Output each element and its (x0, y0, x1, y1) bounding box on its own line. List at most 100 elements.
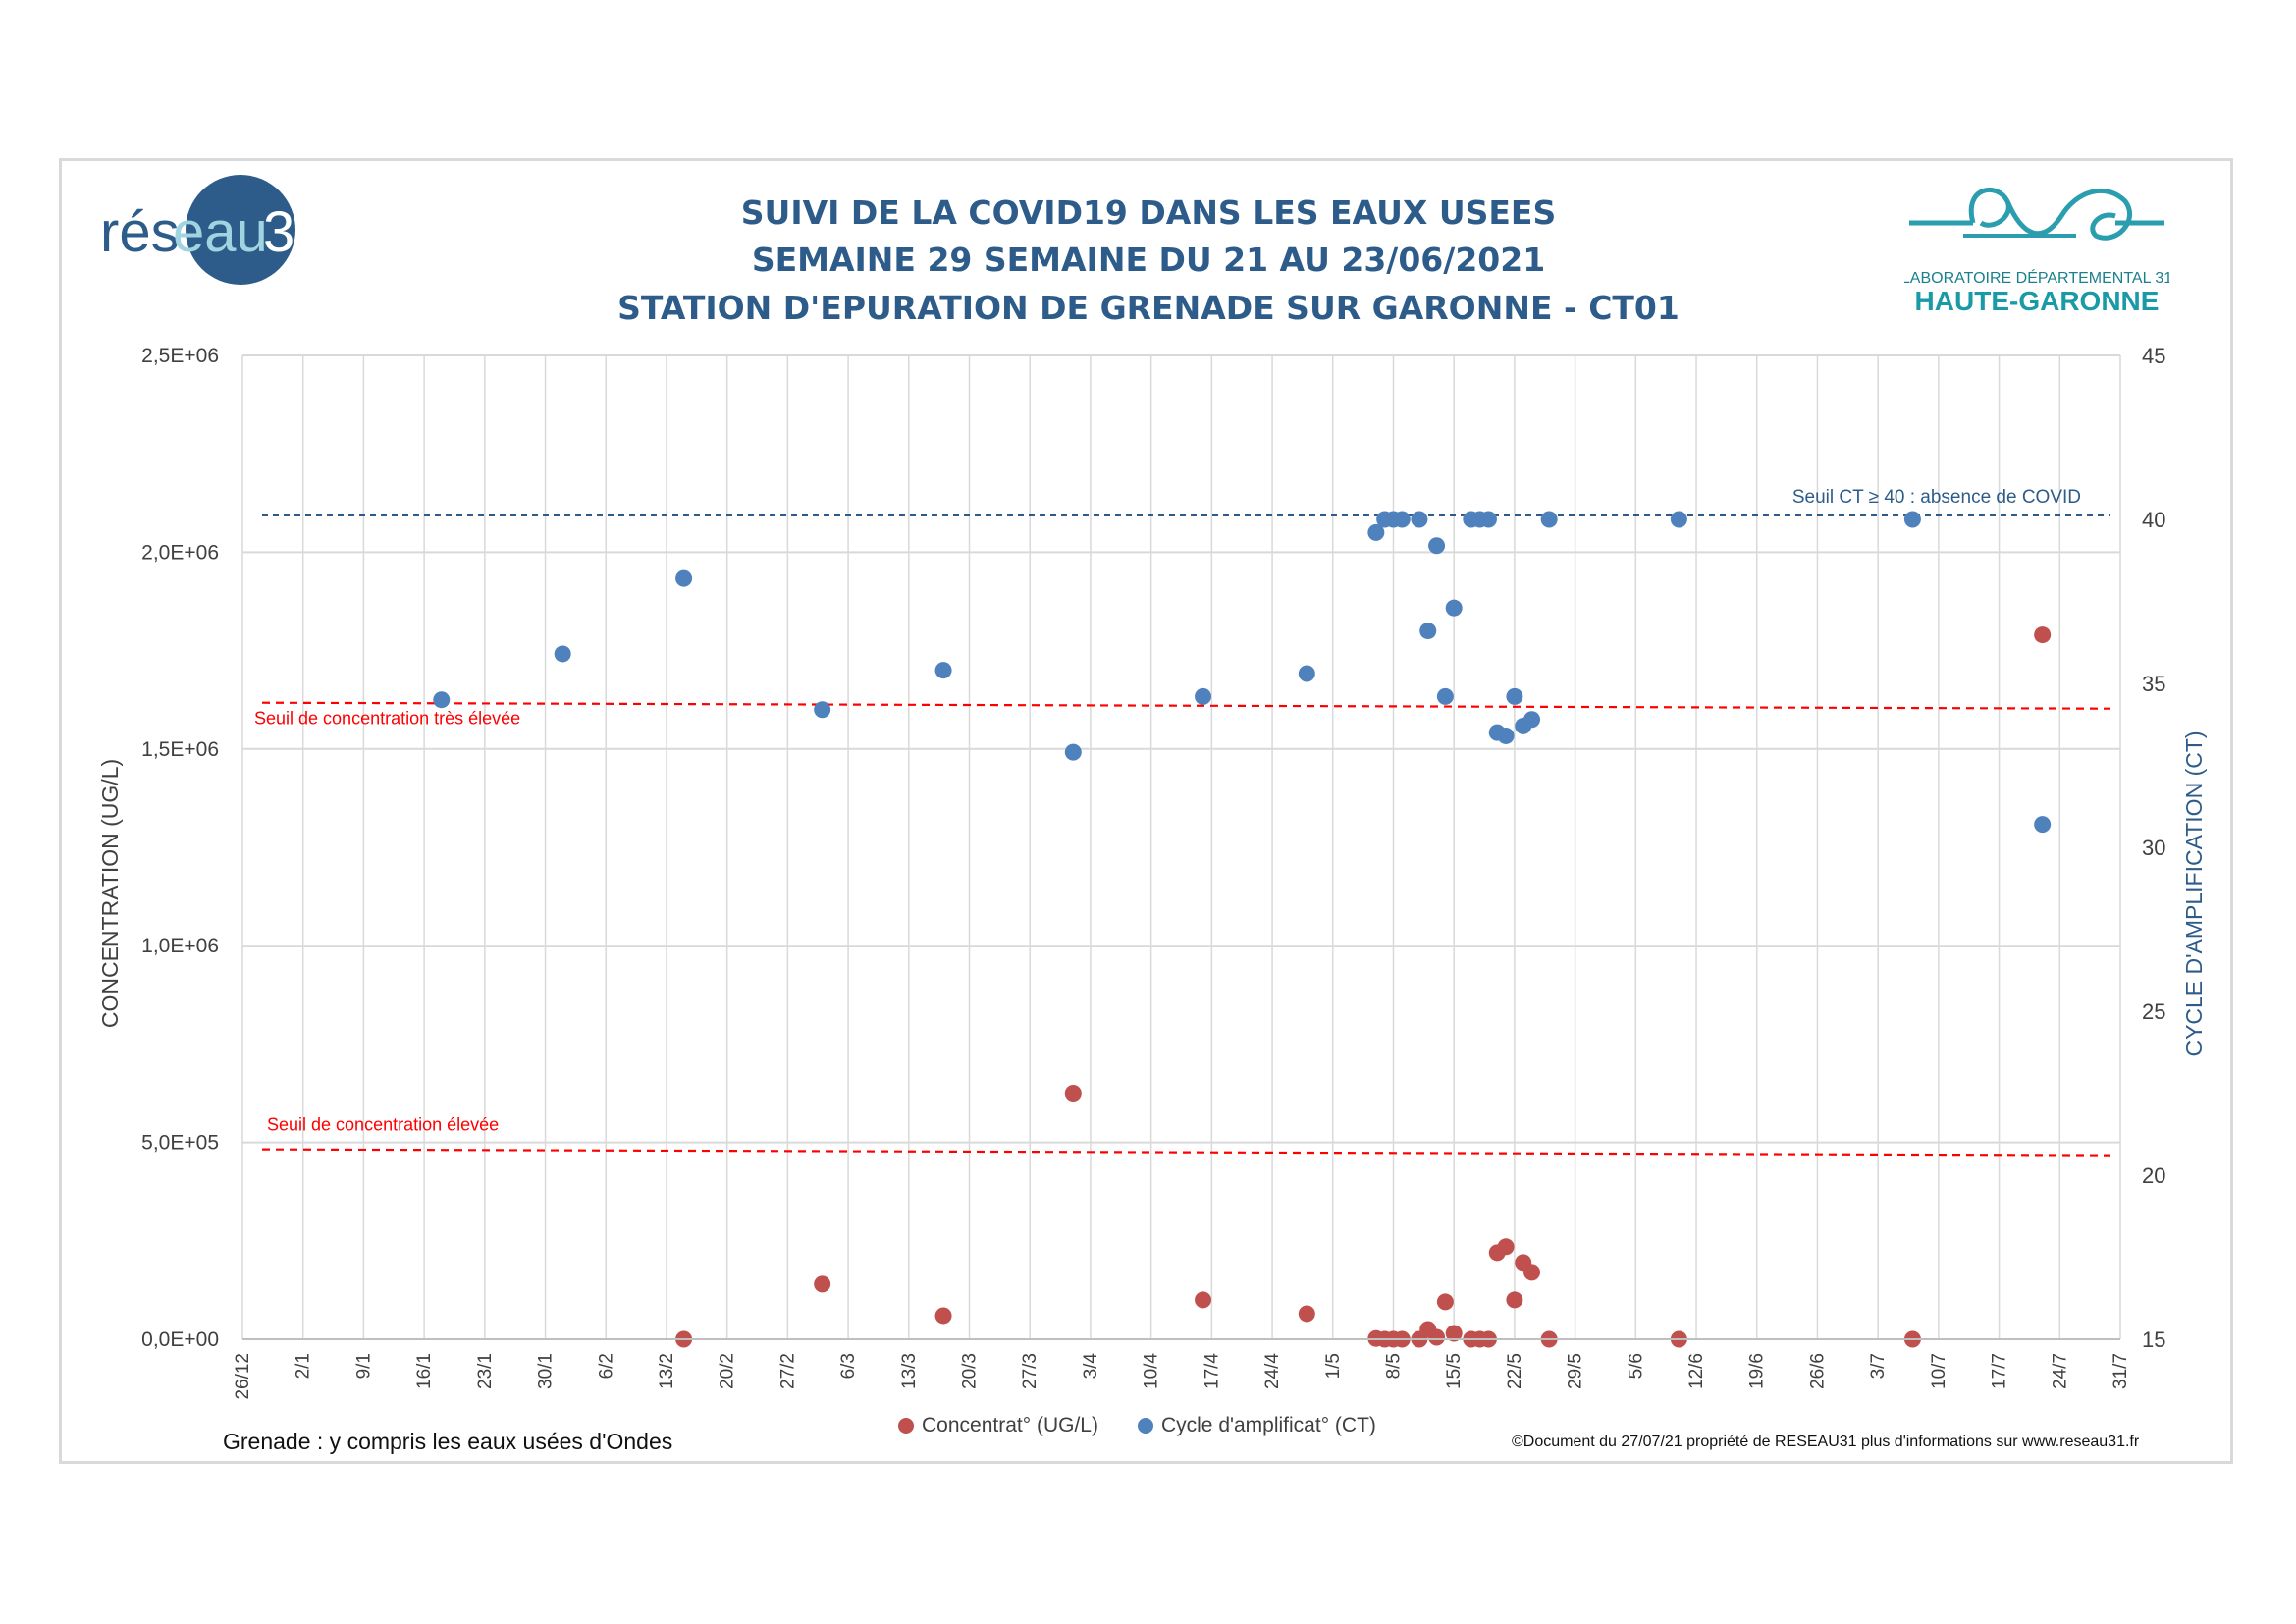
legend-label-ct: Cycle d'amplificat° (CT) (1160, 1414, 1376, 1436)
ct-point (1670, 511, 1687, 528)
ct-point (1540, 511, 1558, 528)
x-tick-label: 29/5 (1566, 1353, 1586, 1389)
ct-point (1445, 599, 1463, 617)
ct-point (1497, 727, 1515, 744)
y-left-tick-label: 5,0E+05 (141, 1132, 219, 1155)
chart-legend: Concentrat° (UG/L) Cycle d'amplificat° (… (898, 1414, 1376, 1437)
x-tick-label: 5/6 (1626, 1353, 1646, 1379)
ct-point (1298, 665, 1315, 682)
reseau31-logo: rés eau 31 (100, 175, 324, 285)
legend-item-ct: Cycle d'amplificat° (CT) (1137, 1414, 1376, 1437)
x-tick-label: 22/5 (1505, 1353, 1525, 1389)
y-right-axis-label: CYCLE D'AMPLIFICATION (CT) (2181, 731, 2207, 1056)
ct-point (675, 569, 693, 587)
ct-point (1479, 511, 1497, 528)
ct-point (1436, 687, 1454, 705)
eva-logo: LABORATOIRE DÉPARTEMENTAL 31 HAUTE-GARON… (1904, 187, 2169, 316)
x-tick-label: 23/1 (475, 1353, 496, 1389)
x-tick-label: 27/2 (777, 1353, 798, 1389)
chart-title-line-2: SEMAINE 29 SEMAINE DU 21 AU 23/06/2021 (751, 241, 1546, 279)
y-right-tick-label: 35 (2142, 672, 2165, 696)
x-tick-label: 24/7 (2050, 1353, 2070, 1389)
chart-frame (59, 158, 2233, 1464)
y-left-tick-label: 0,0E+00 (141, 1328, 219, 1351)
ct-point (2034, 816, 2052, 834)
concentration-point (1523, 1264, 1541, 1281)
legend-marker-concentration (898, 1418, 914, 1434)
threshold-line (261, 701, 2111, 710)
ct-point (1195, 687, 1212, 705)
x-tick-label: 2/1 (294, 1353, 314, 1379)
ct-point (1903, 511, 1921, 528)
threshold-label: Seuil CT ≥ 40 : absence de COVID (1792, 487, 2081, 508)
y-left-tick-label: 2,5E+06 (141, 345, 219, 367)
x-tick-label: 27/3 (1020, 1353, 1041, 1389)
logo-text-c: 31 (263, 200, 324, 264)
concentration-point (1064, 1085, 1082, 1102)
y-left-tick-label: 1,0E+06 (141, 935, 219, 957)
x-tick-label: 6/3 (838, 1353, 859, 1379)
threshold-label: Seuil de concentration élevée (267, 1115, 499, 1135)
x-tick-label: 20/2 (718, 1353, 738, 1389)
ct-point (1428, 537, 1446, 555)
x-tick-label: 24/4 (1262, 1353, 1283, 1389)
ct-point (1523, 711, 1541, 729)
y-left-tick-label: 2,0E+06 (141, 541, 219, 564)
grid-lines (241, 354, 2121, 1340)
x-tick-label: 31/7 (2110, 1353, 2131, 1389)
x-tick-label: 17/7 (1990, 1353, 2010, 1389)
x-tick-label: 13/2 (657, 1353, 677, 1389)
y-left-axis-label: CONCENTRATION (UG/L) (97, 759, 123, 1028)
ct-point (814, 701, 831, 719)
concentration-point (1506, 1291, 1523, 1309)
x-tick-label: 26/6 (1807, 1353, 1828, 1389)
y-right-tick-label: 45 (2142, 344, 2165, 368)
ct-point (1419, 623, 1437, 640)
x-tick-label: 16/1 (414, 1353, 435, 1389)
concentration-point (934, 1307, 952, 1325)
x-tick-label: 6/2 (596, 1353, 616, 1379)
y-left-tick-label: 1,5E+06 (141, 738, 219, 761)
concentration-point (2034, 626, 2052, 644)
x-tick-label: 15/5 (1444, 1353, 1465, 1389)
logo-text-a: rés (100, 200, 180, 264)
concentration-point (1195, 1291, 1212, 1309)
y-right-tick-label: 25 (2142, 1000, 2165, 1024)
ct-point (1393, 511, 1411, 528)
chart-title-line-3: STATION D'EPURATION DE GRENADE SUR GARON… (617, 289, 1680, 327)
concentration-point (814, 1275, 831, 1293)
ct-point (1064, 743, 1082, 761)
concentration-point (1436, 1293, 1454, 1311)
ct-point (934, 662, 952, 679)
concentration-point (1298, 1305, 1315, 1323)
y-right-tick-label: 15 (2142, 1327, 2165, 1352)
x-tick-label: 26/12 (233, 1353, 253, 1400)
chart-title-line-1: SUIVI DE LA COVID19 DANS LES EAUX USEES (740, 193, 1557, 232)
footnote-right: ©Document du 27/07/21 propriété de RESEA… (1512, 1434, 2140, 1450)
concentration-point (1428, 1328, 1446, 1346)
logo-lab-text: LABORATOIRE DÉPARTEMENTAL 31 (1904, 268, 2169, 287)
threshold-label: Seuil de concentration très élevée (254, 709, 520, 729)
concentration-point (1497, 1238, 1515, 1256)
x-tick-label: 8/5 (1383, 1353, 1404, 1379)
x-tick-label: 20/3 (960, 1353, 981, 1389)
x-tick-label: 10/7 (1929, 1353, 1949, 1389)
x-tick-label: 1/5 (1323, 1353, 1344, 1379)
legend-label-concentration: Concentrat° (UG/L) (922, 1414, 1098, 1436)
concentration-point (1445, 1325, 1463, 1342)
threshold-line (261, 1148, 2111, 1157)
data-points (433, 511, 2052, 1348)
x-tick-label: 12/6 (1686, 1353, 1707, 1389)
logo-text-b: eau (173, 200, 268, 264)
x-tick-label: 10/4 (1142, 1353, 1162, 1389)
ct-point (1411, 511, 1428, 528)
ct-point (1367, 523, 1385, 541)
logo-hg-text: HAUTE-GARONNE (1915, 286, 2160, 316)
y-right-tick-label: 40 (2142, 508, 2165, 532)
ct-point (1506, 687, 1523, 705)
x-tick-label: 13/3 (899, 1353, 920, 1389)
footnote-left: Grenade : y compris les eaux usées d'Ond… (223, 1429, 673, 1454)
x-tick-label: 3/4 (1081, 1353, 1101, 1380)
x-tick-label: 9/1 (353, 1353, 374, 1379)
